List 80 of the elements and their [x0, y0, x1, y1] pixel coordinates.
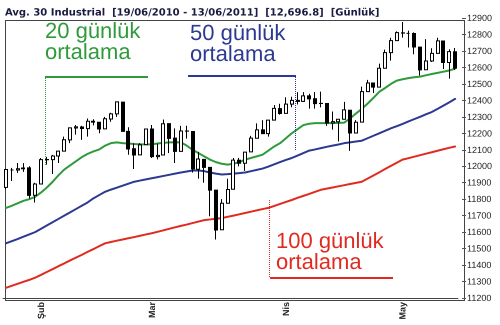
candlestick [278, 103, 282, 116]
line-series [4, 145, 456, 289]
candlestick [33, 182, 37, 203]
y-tick-label: 12500 [467, 78, 492, 89]
candlestick [319, 91, 323, 108]
y-tick-label: 11800 [467, 194, 492, 204]
candlestick [27, 166, 31, 200]
chart-title: Avg. 30 Industrial [19/06/2010 - 13/06/2011] [12,696.8] [Günlük] [5, 8, 380, 18]
candlestick [430, 48, 434, 62]
candlestick [389, 37, 393, 62]
candlestick [412, 32, 416, 55]
line-series [4, 68, 456, 209]
candlestick [173, 128, 177, 164]
candlestick [103, 116, 107, 130]
candlestick [418, 46, 422, 76]
y-tick-label: 11400 [467, 260, 492, 270]
y-tick-label: 11500 [467, 244, 492, 254]
y-tick-label: 12800 [467, 29, 492, 40]
candlestick [150, 124, 154, 158]
y-tick-label: 11200 [467, 293, 492, 303]
candlestick [115, 101, 119, 118]
candlestick [383, 49, 387, 69]
text: 50 günlük ortalama [190, 20, 286, 66]
candlestick [214, 190, 218, 240]
candlestick [179, 125, 183, 152]
candlestick [360, 86, 364, 123]
text: 20 günlük ortalama [45, 18, 142, 64]
candlestick [354, 120, 358, 134]
candlestick [132, 142, 136, 170]
candlestick [39, 158, 43, 185]
y-tick-label: 12200 [467, 128, 492, 138]
candlestick [167, 122, 171, 154]
candlestick [447, 48, 451, 80]
candlestick [80, 125, 84, 140]
candlestick [68, 126, 72, 144]
series-label: 100 günlük ortalama [276, 228, 385, 274]
candlestick [342, 101, 346, 120]
candlestick [74, 124, 78, 136]
candlestick [208, 166, 212, 217]
x-tick-label: Şub [36, 302, 46, 319]
y-tick-label: 12000 [467, 161, 492, 172]
candlestick [202, 158, 206, 184]
candlestick [284, 96, 288, 114]
y-tick-label: 11900 [467, 178, 492, 188]
x-tick-label: May [398, 302, 408, 320]
candlestick [138, 142, 142, 156]
candlestick [290, 96, 294, 108]
y-tick-label: 12600 [467, 62, 492, 72]
candlestick [220, 198, 224, 230]
candlestick [395, 30, 399, 42]
y-tick-label: 12300 [467, 112, 492, 122]
y-tick-label: 11300 [467, 276, 492, 287]
candlestick [62, 136, 66, 152]
y-tick-label: 12400 [467, 95, 492, 106]
x-tick-label: Nis [280, 302, 291, 316]
candlestick [325, 102, 329, 126]
y-tick-label: 11700 [467, 210, 492, 221]
y-tick-label: 12900 [467, 13, 492, 23]
candlestick [348, 110, 352, 152]
candlestick [453, 47, 457, 71]
candlestick [237, 157, 241, 167]
y-tick-label: 11600 [467, 227, 492, 238]
candlestick [10, 167, 14, 182]
candlestick [45, 156, 49, 166]
candlestick [185, 125, 189, 140]
candlestick [4, 168, 8, 190]
candlestick [97, 121, 101, 134]
candlestick [144, 128, 148, 146]
candlestick [243, 151, 247, 172]
candlestick [109, 112, 113, 122]
candlestick [307, 93, 311, 110]
candlestick [255, 122, 259, 139]
candlestick [272, 104, 276, 121]
candlestick [424, 38, 428, 70]
candlestick [313, 92, 317, 110]
candlestick [249, 135, 253, 152]
y-tick-label: 12700 [467, 46, 492, 56]
candlestick [377, 63, 381, 88]
x-tick-label: Mar [146, 302, 157, 318]
y-tick-label: 12100 [467, 144, 492, 155]
